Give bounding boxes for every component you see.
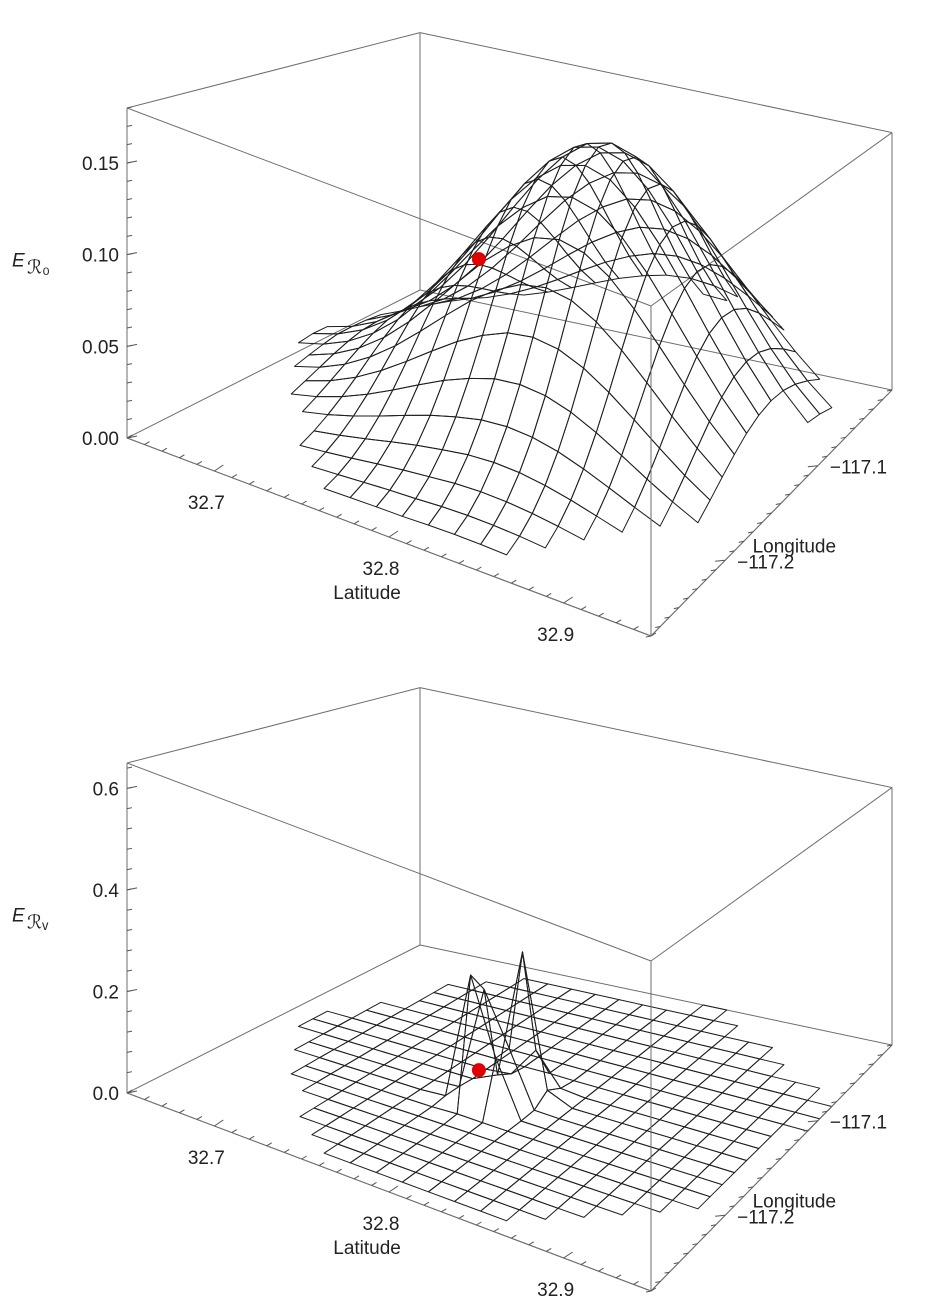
z-axis: 0.0 0.2 0.4 0.6 [93, 766, 138, 1105]
surface-plot-top: 0.00 0.05 0.10 0.15 E ℛ₀ 32.7 32.8 32.9 Latitude −… [12, 32, 893, 646]
y-axis: −117.1 −117.2 [645, 389, 893, 638]
axes-front [126, 961, 893, 1292]
plot-canvas: 0.0 0.2 0.4 0.6 E ℛᵥ 32.7 32.8 32.9 Latitude −117.… [12, 687, 893, 1301]
z-axis-label: E [12, 251, 25, 272]
x-tick-label: 32.8 [363, 559, 400, 580]
x-tick-label: 32.7 [188, 1148, 225, 1169]
x-tick-label: 32.9 [537, 625, 574, 646]
x-axis: 32.7 32.8 32.9 [126, 1089, 657, 1301]
x-axis: 32.7 32.8 32.9 [126, 434, 657, 646]
z-tick-label: 0.00 [82, 429, 119, 450]
y-tick-label: −117.1 [830, 1113, 887, 1134]
z-tick-label: 0.15 [82, 154, 119, 175]
surface-plot-bottom: 0.0 0.2 0.4 0.6 E ℛᵥ 32.7 32.8 32.9 Latitude −117.… [0, 655, 934, 1310]
z-axis-label-subscript: ℛ₀ [27, 258, 50, 279]
y-tick-label: −117.2 [737, 552, 794, 573]
surface [290, 951, 833, 1222]
y-tick-label: −117.1 [830, 458, 887, 479]
y-tick-label: −117.2 [737, 1207, 794, 1228]
z-axis-label-subscript: ℛᵥ [27, 913, 49, 934]
x-axis-label: Latitude [333, 1238, 401, 1259]
surface [290, 142, 833, 556]
plot-canvas: 0.00 0.05 0.10 0.15 E ℛ₀ 32.7 32.8 32.9 Latitude −… [12, 32, 893, 646]
axes-front [126, 306, 893, 637]
x-axis-label: Latitude [333, 583, 401, 604]
z-tick-label: 0.05 [82, 337, 119, 358]
location-marker [471, 252, 486, 267]
y-axis: −117.1 −117.2 [645, 1044, 893, 1293]
location-marker [471, 1063, 486, 1078]
x-tick-label: 32.8 [363, 1214, 400, 1235]
z-axis: 0.00 0.05 0.10 0.15 [82, 106, 138, 450]
z-axis-label: E [12, 906, 25, 927]
z-tick-label: 0.10 [82, 246, 119, 267]
z-tick-label: 0.2 [93, 982, 119, 1003]
y-axis-label: Longitude [753, 537, 836, 558]
z-tick-label: 0.4 [93, 881, 120, 902]
y-axis-label: Longitude [753, 1192, 836, 1213]
x-tick-label: 32.9 [537, 1280, 574, 1301]
z-tick-label: 0.6 [93, 779, 119, 800]
z-tick-label: 0.0 [93, 1084, 119, 1105]
x-tick-label: 32.7 [188, 493, 225, 514]
